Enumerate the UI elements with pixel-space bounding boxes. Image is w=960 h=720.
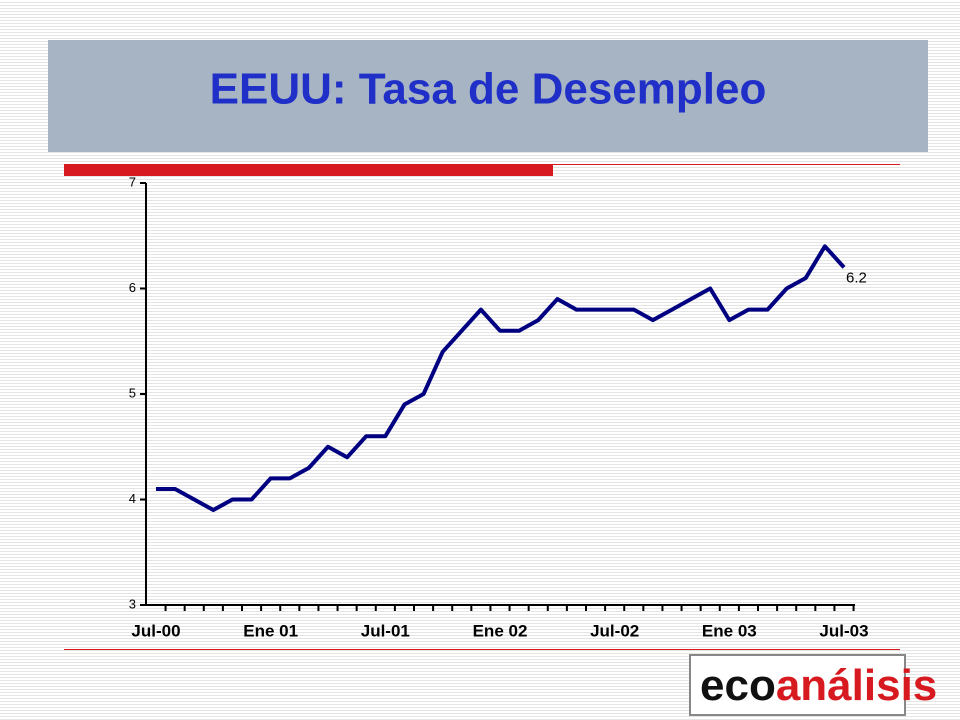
line — [156, 244, 846, 513]
x-tick-label: Jul-00 — [131, 621, 180, 640]
y-tick-label: 4 — [129, 491, 136, 506]
accent-bar — [64, 164, 553, 176]
logo-part: eco — [700, 661, 776, 710]
x-tick-label: Ene 01 — [243, 621, 298, 640]
title-box — [48, 40, 928, 152]
x-tick-label: Jul-03 — [819, 621, 868, 640]
x-tick-label: Jul-02 — [590, 621, 639, 640]
x-tick-label: Jul-01 — [361, 621, 410, 640]
logo-box — [689, 654, 906, 716]
y-tick-label: 6 — [129, 280, 136, 295]
value-label: 6.2 — [846, 269, 867, 286]
logo: ecoanálisis — [700, 661, 937, 710]
chart-title: EEUU: Tasa de Desempleo — [210, 65, 767, 114]
x-tick-label: Ene 02 — [473, 621, 528, 640]
x-tick-label: Ene 03 — [702, 621, 757, 640]
y-tick-label: 7 — [129, 174, 136, 189]
y-tick-label: 3 — [129, 596, 136, 611]
logo-part: análisis — [776, 661, 937, 710]
plot: 3 4 5 6 7 Jul-00 Ene 01 Jul-01 Ene 02 Jul-02 Ene 0… — [129, 174, 869, 640]
y-tick-label: 5 — [129, 385, 136, 400]
